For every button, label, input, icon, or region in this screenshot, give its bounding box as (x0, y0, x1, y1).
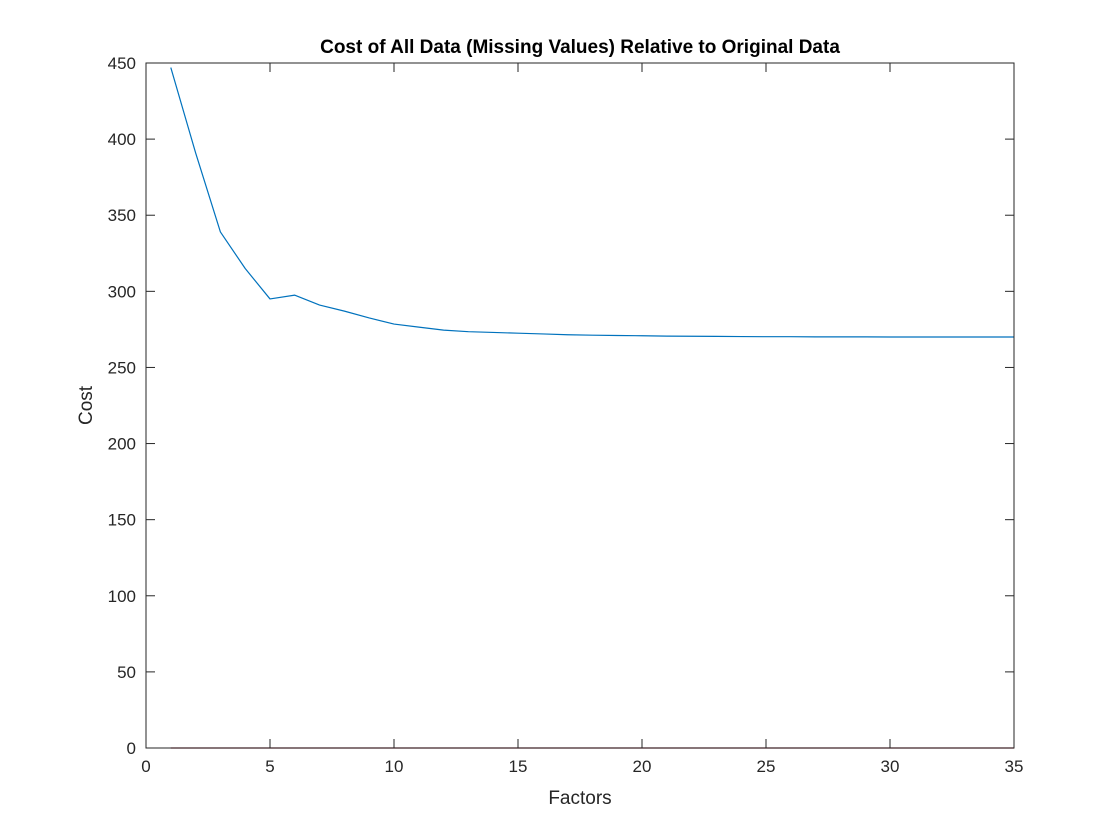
y-tick-label: 250 (108, 358, 136, 377)
y-tick-label: 50 (117, 663, 136, 682)
y-tick-label: 200 (108, 435, 136, 454)
y-ticks: 0 50 100 150 200 250 300 350 400 450 (108, 54, 1014, 758)
x-tick-label: 0 (141, 757, 150, 776)
chart-title: Cost of All Data (Missing Values) Relati… (320, 37, 840, 58)
series-line-1 (170, 67, 1014, 338)
y-tick-label: 0 (127, 739, 136, 758)
plot-area (146, 63, 1014, 748)
x-tick-label: 10 (385, 757, 404, 776)
x-tick-label: 15 (509, 757, 528, 776)
x-tick-label: 5 (265, 757, 274, 776)
x-tick-label: 25 (757, 757, 776, 776)
x-tick-label: 35 (1005, 757, 1024, 776)
x-axis-label: Factors (548, 788, 611, 809)
x-ticks: 0 5 10 15 20 25 30 35 (141, 63, 1023, 776)
x-tick-label: 30 (881, 757, 900, 776)
y-tick-label: 150 (108, 511, 136, 530)
axes-box (145, 62, 1015, 749)
y-tick-label: 300 (108, 282, 136, 301)
y-tick-label: 450 (108, 54, 136, 73)
y-axis-label: Cost (76, 385, 97, 425)
y-tick-label: 400 (108, 130, 136, 149)
y-tick-label: 350 (108, 206, 136, 225)
y-tick-label: 100 (108, 587, 136, 606)
x-tick-label: 20 (633, 757, 652, 776)
